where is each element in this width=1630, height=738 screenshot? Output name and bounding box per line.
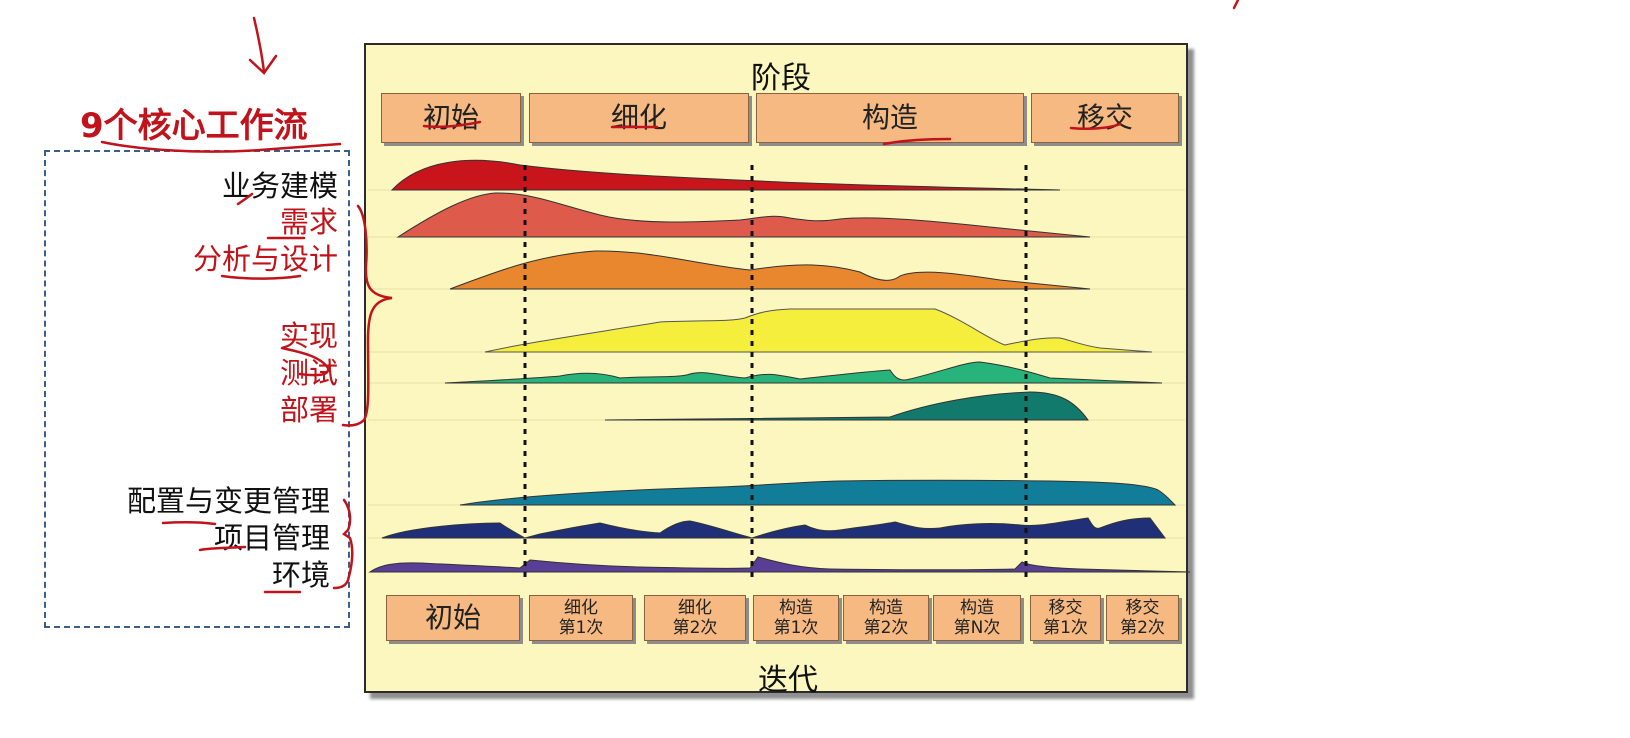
iteration-construction-1: 构造 第1次 [753,595,839,641]
underline-transition [1069,122,1122,131]
handwritten-annotations [100,0,1240,594]
phase-dividers [523,165,1028,580]
hump-project-management [381,517,1166,539]
phases-title: 阶段 [751,61,811,96]
iterations-title: 迭代 [758,663,818,698]
workflow-label-test: 测试 [279,356,338,390]
iteration-transition-2: 移交 第2次 [1106,595,1179,641]
iteration-elaboration-1: 细化 第1次 [529,595,633,641]
corner-mark [1232,0,1240,10]
arrow-down-annotation [248,16,278,75]
hump-implementation [484,308,1153,353]
hump-business-modeling [390,159,1061,191]
workflow-label-deployment: 部署 [279,393,338,427]
hump-analysis-design [449,250,1091,290]
underline-core-title [100,140,342,153]
workflow-label-requirements: 需求 [279,205,338,239]
phase-transition: 移交 [1031,93,1179,143]
underline-implementation [280,346,330,377]
underline-analysis [220,274,302,280]
underline-project-management [161,521,217,526]
iteration-inception: 初始 [386,595,520,641]
brace-support-workflows [332,498,354,590]
hump-test [444,361,1163,384]
rup-diagram-panel: 阶段 初始 细化 构造 移交 初始 细化 第1次 细化 第2次 构造 第1次 构造 第2… [364,43,1188,698]
underline-inception [422,120,482,129]
iteration-transition-1: 移交 第1次 [1030,595,1101,641]
workflow-label-environment: 环境 [271,558,330,592]
brace-core-workflows [341,204,393,427]
iteration-construction-2: 构造 第2次 [843,595,929,641]
underline-pm-2 [198,545,247,552]
phase-construction: 构造 [756,93,1024,143]
core-workflows-title: 9个核心工作流 [80,106,308,146]
underline-construction [882,137,952,146]
hump-config-change [459,479,1177,506]
underline-business-modeling [236,192,254,206]
workflow-label-config-change: 配置与变更管理 [126,484,330,518]
iteration-elaboration-2: 细化 第2次 [644,595,746,641]
workflow-label-analysis-design: 分析与设计 [192,242,338,276]
hump-deployment [604,391,1089,421]
workflow-label-implementation: 实现 [279,319,338,353]
hump-environment [368,556,1191,573]
workflow-label-business-modeling: 业务建模 [221,169,338,203]
iteration-construction-n: 构造 第N次 [933,595,1021,641]
hump-requirements [396,192,1091,238]
